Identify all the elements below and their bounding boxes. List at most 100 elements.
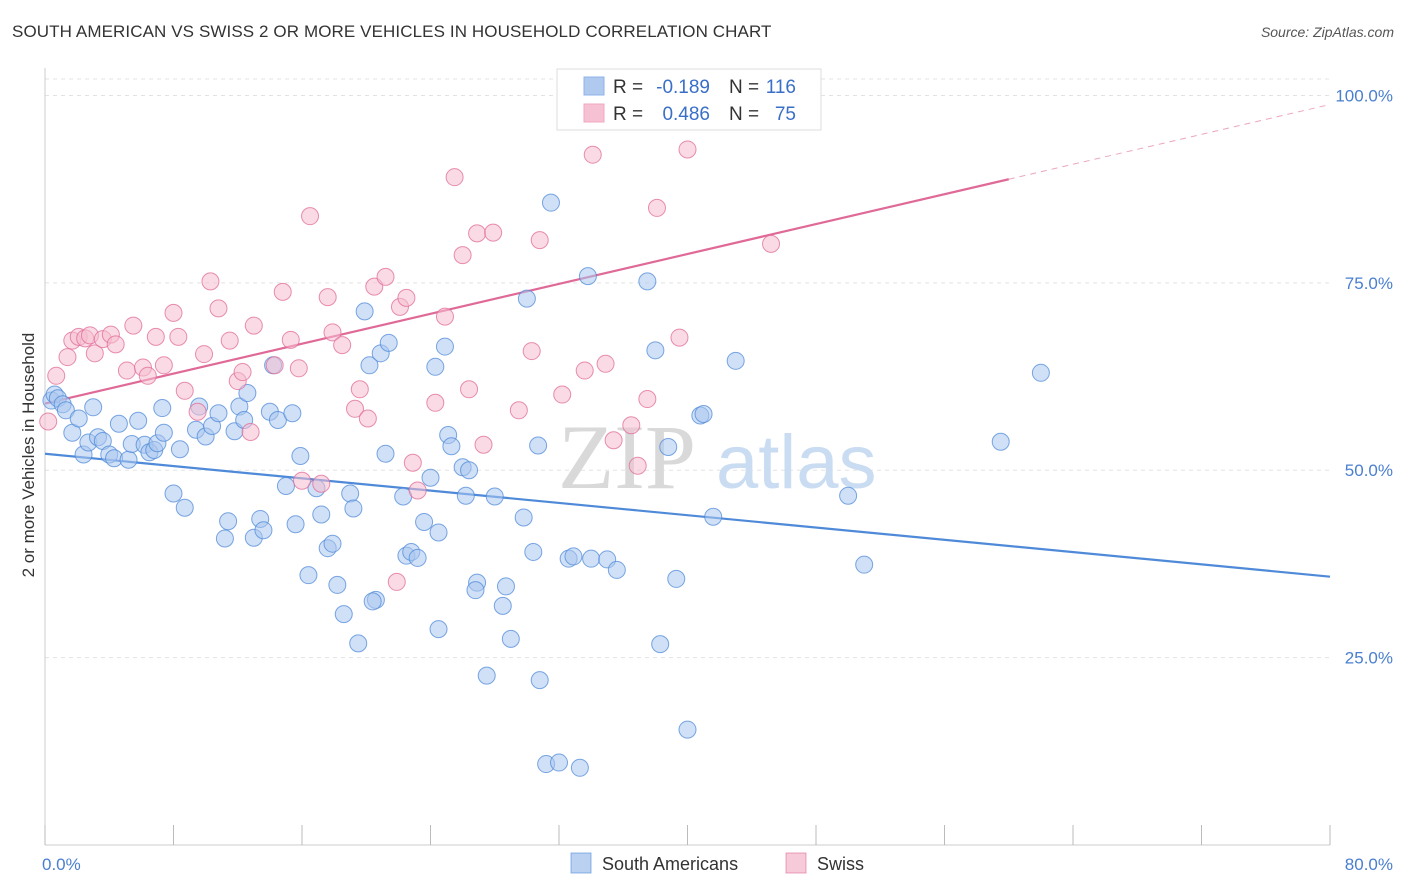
point-south-americans (254, 521, 273, 540)
legend-r-label: R = (613, 104, 643, 125)
point-swiss (622, 416, 641, 435)
series-legend: South Americans Swiss (570, 852, 864, 874)
point-south-americans (667, 569, 686, 588)
y-tick-label: 100.0% (1335, 86, 1393, 105)
point-swiss (638, 390, 657, 409)
y-axis-label: 2 or more Vehicles in Household (19, 333, 38, 578)
legend-label-swiss: Swiss (817, 854, 864, 874)
point-south-americans (514, 508, 533, 527)
point-south-americans (355, 302, 374, 321)
point-swiss (670, 328, 689, 347)
point-south-americans (69, 409, 88, 428)
point-south-americans (530, 671, 549, 690)
point-swiss (596, 354, 615, 373)
point-swiss (509, 401, 528, 420)
point-swiss (346, 399, 365, 418)
point-south-americans (678, 720, 697, 739)
legend-r-label: R = (613, 77, 643, 98)
point-swiss (426, 393, 445, 412)
point-swiss (647, 198, 666, 217)
point-swiss (453, 246, 472, 265)
point-swiss (281, 330, 300, 349)
point-swiss (233, 363, 252, 382)
point-swiss (604, 431, 623, 450)
point-swiss (106, 335, 125, 354)
point-south-americans (435, 337, 454, 356)
point-swiss (522, 342, 541, 361)
y-tick-label: 75.0% (1345, 274, 1393, 293)
point-south-americans (299, 566, 318, 585)
x-tick-label: 0.0% (42, 855, 81, 874)
point-swiss (241, 423, 260, 442)
point-swiss (85, 344, 104, 363)
point-south-americans (328, 575, 347, 594)
point-swiss (175, 381, 194, 400)
point-south-americans (704, 507, 723, 526)
point-south-americans (56, 401, 75, 420)
point-south-americans (215, 529, 234, 548)
point-south-americans (646, 341, 665, 360)
point-swiss (408, 481, 427, 500)
legend-r-value: -0.189 (656, 77, 710, 98)
point-south-americans (334, 605, 353, 624)
point-swiss (220, 331, 239, 350)
point-south-americans (485, 487, 504, 506)
point-south-americans (855, 555, 874, 574)
point-south-americans (726, 351, 745, 370)
point-swiss (460, 380, 479, 399)
point-south-americans (170, 440, 189, 459)
point-swiss (484, 223, 503, 242)
point-swiss (318, 288, 337, 307)
y-tick-label: 25.0% (1345, 649, 1393, 668)
point-swiss (301, 207, 320, 226)
y-tick-label: 50.0% (1345, 461, 1393, 480)
point-south-americans (129, 411, 148, 430)
point-south-americans (360, 356, 379, 375)
legend-swatch (583, 103, 605, 123)
point-swiss (553, 385, 572, 404)
point-south-americans (1031, 363, 1050, 382)
point-swiss (39, 412, 58, 431)
point-swiss (201, 272, 220, 291)
point-swiss (323, 323, 342, 342)
point-south-americans (517, 289, 536, 308)
point-swiss (265, 356, 284, 375)
point-south-americans (276, 476, 295, 495)
point-swiss (58, 348, 77, 367)
point-swiss (397, 288, 416, 307)
point-swiss (124, 316, 143, 335)
point-south-americans (501, 629, 520, 648)
point-south-americans (219, 512, 238, 531)
legend-n-value: 75 (775, 104, 796, 125)
chart-title: SOUTH AMERICAN VS SWISS 2 OR MORE VEHICL… (12, 22, 772, 41)
point-swiss (47, 366, 66, 385)
point-south-americans (477, 666, 496, 685)
data-points (39, 86, 1050, 777)
point-swiss (293, 471, 311, 490)
point-south-americans (607, 560, 626, 579)
point-south-americans (578, 267, 597, 286)
point-swiss (273, 282, 292, 301)
point-swiss (154, 356, 173, 375)
point-south-americans (84, 398, 103, 417)
point-south-americans (839, 486, 858, 505)
point-swiss (195, 345, 214, 364)
trend-extension-swiss (1008, 103, 1331, 180)
point-swiss (435, 307, 454, 326)
point-south-americans (429, 620, 448, 639)
trend-line-south-americans (44, 452, 1331, 578)
point-south-americans (344, 499, 363, 518)
point-south-americans (323, 534, 342, 553)
point-south-americans (694, 405, 713, 424)
point-swiss (468, 224, 487, 243)
point-south-americans (460, 461, 479, 480)
point-swiss (188, 402, 207, 421)
point-south-americans (426, 357, 445, 376)
point-south-americans (415, 512, 434, 531)
point-south-americans (466, 581, 485, 600)
point-south-americans (286, 515, 305, 534)
point-south-americans (408, 548, 427, 567)
point-south-americans (164, 484, 183, 503)
legend-n-value: 116 (766, 77, 796, 98)
